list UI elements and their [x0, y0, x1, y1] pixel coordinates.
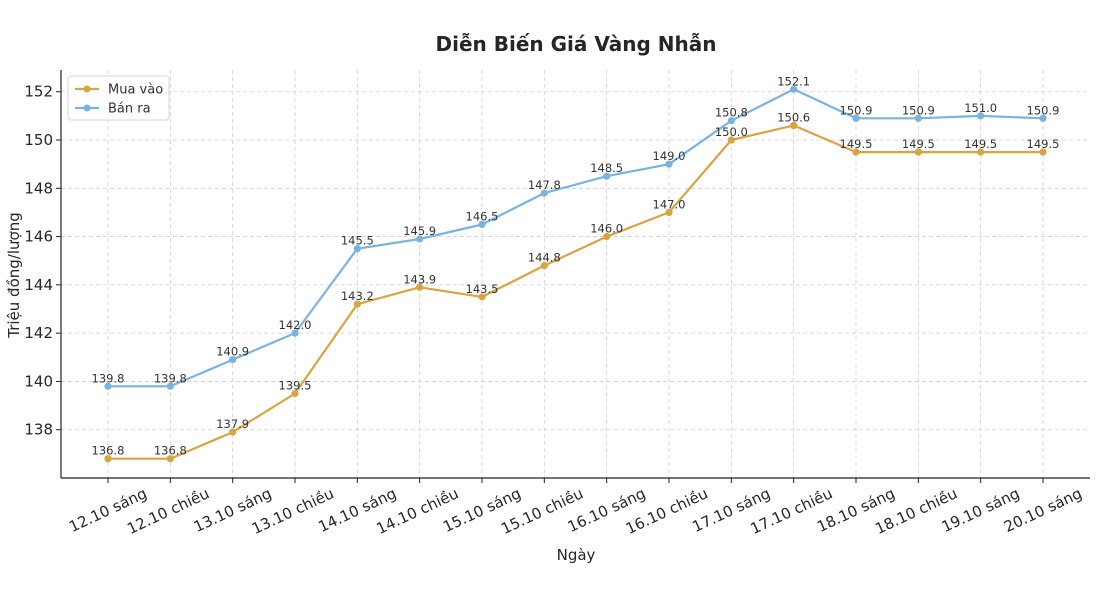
data-point-0-6 — [478, 293, 486, 301]
data-point-0-13 — [914, 148, 922, 156]
legend-marker-mua-vao — [83, 85, 91, 93]
data-label-0-6: 143.5 — [466, 282, 499, 296]
y-axis-label: Triệu đồng/lượng — [5, 212, 23, 338]
data-point-0-15 — [1039, 148, 1047, 156]
data-point-1-9 — [665, 160, 673, 168]
y-tick-label-5: 148 — [24, 179, 53, 197]
data-label-0-4: 143.2 — [341, 289, 374, 303]
chart-title: Diễn Biến Giá Vàng Nhẫn — [436, 32, 717, 56]
data-point-0-3 — [291, 389, 299, 398]
data-label-0-1: 136.8 — [154, 444, 187, 458]
legend-marker-ban-ra — [83, 104, 91, 112]
data-point-0-9 — [665, 208, 673, 217]
grid-lines — [61, 70, 1090, 478]
series-line-0 — [108, 124, 1043, 460]
y-tick-label-6: 150 — [24, 131, 53, 149]
y-tick-label-3: 144 — [24, 276, 53, 294]
data-label-1-4: 145.5 — [341, 234, 374, 248]
data-point-0-8 — [603, 232, 611, 241]
data-label-0-5: 143.9 — [403, 272, 436, 286]
data-label-1-6: 146.5 — [466, 210, 499, 224]
data-label-0-14: 149.5 — [964, 137, 997, 151]
data-point-1-4 — [353, 245, 361, 253]
data-point-0-14 — [977, 148, 985, 156]
y-tick-label-4: 146 — [24, 228, 53, 246]
legend-label-ban-ra: Bán ra — [108, 102, 151, 117]
y-tick-label-2: 142 — [24, 324, 53, 342]
data-label-1-2: 140.9 — [216, 345, 249, 359]
data-label-1-5: 145.9 — [403, 224, 436, 238]
data-label-0-15: 149.5 — [1027, 137, 1060, 151]
data-label-1-11: 152.1 — [777, 74, 810, 88]
x-axis-label: Ngày — [557, 546, 596, 564]
legend: Mua vào Bán ra — [67, 75, 170, 121]
y-tick-labels: 138 140 142 144 146 148 150 152 — [24, 83, 61, 439]
data-point-0-12 — [852, 148, 860, 156]
data-point-0-1 — [166, 455, 174, 463]
data-label-1-13: 150.9 — [902, 103, 935, 117]
data-label-0-7: 144.8 — [528, 251, 561, 265]
data-label-0-10: 150.0 — [715, 125, 748, 139]
data-point-0-11 — [790, 121, 798, 130]
data-label-1-8: 148.5 — [590, 161, 623, 175]
data-point-1-2 — [229, 356, 237, 364]
data-label-1-0: 139.8 — [92, 371, 125, 385]
y-tick-label-7: 152 — [24, 83, 53, 101]
data-label-1-14: 151.0 — [964, 101, 997, 115]
data-point-1-15 — [1039, 114, 1047, 122]
data-point-0-10 — [727, 136, 735, 144]
series-line-1 — [108, 88, 1044, 388]
data-label-1-3: 142.0 — [279, 318, 312, 332]
legend-label-mua-vao: Mua vào — [108, 83, 163, 98]
data-label-0-12: 149.5 — [840, 137, 873, 151]
data-label-1-7: 147.8 — [528, 178, 561, 192]
data-label-1-9: 149.0 — [653, 149, 686, 163]
data-label-0-3: 139.5 — [279, 379, 312, 393]
data-label-1-1: 139.8 — [154, 371, 187, 385]
data-point-1-14 — [977, 112, 985, 120]
y-tick-label-1: 140 — [24, 372, 53, 390]
data-label-0-11: 150.6 — [777, 111, 810, 125]
data-point-0-7 — [540, 261, 548, 270]
data-point-1-0 — [104, 382, 112, 390]
data-point-1-5 — [416, 235, 424, 243]
data-labels: 136.8 136.8 137.9 139.5 143.2 143.9 143.5 144.8… — [92, 74, 1060, 457]
data-point-1-8 — [603, 172, 611, 180]
data-label-0-0: 136.8 — [92, 444, 125, 458]
data-point-1-11 — [790, 85, 798, 93]
data-point-1-12 — [852, 114, 860, 122]
data-point-1-13 — [914, 114, 922, 122]
data-label-1-15: 150.9 — [1027, 103, 1060, 117]
series-layer — [104, 85, 1047, 463]
data-point-0-0 — [104, 455, 112, 463]
data-label-0-13: 149.5 — [902, 137, 935, 151]
data-point-1-6 — [478, 220, 486, 229]
data-label-1-12: 150.9 — [840, 103, 873, 117]
y-tick-label-0: 138 — [24, 421, 53, 439]
data-point-0-2 — [229, 428, 237, 436]
data-label-0-8: 146.0 — [590, 222, 623, 236]
data-point-0-5 — [416, 283, 424, 291]
data-point-1-1 — [166, 382, 174, 390]
data-label-1-10: 150.8 — [715, 106, 748, 120]
data-point-1-7 — [540, 189, 548, 197]
data-point-1-3 — [291, 329, 299, 337]
data-point-1-10 — [727, 117, 735, 125]
data-label-0-9: 147.0 — [653, 197, 686, 211]
data-label-0-2: 137.9 — [216, 417, 249, 431]
data-point-0-4 — [353, 300, 361, 308]
